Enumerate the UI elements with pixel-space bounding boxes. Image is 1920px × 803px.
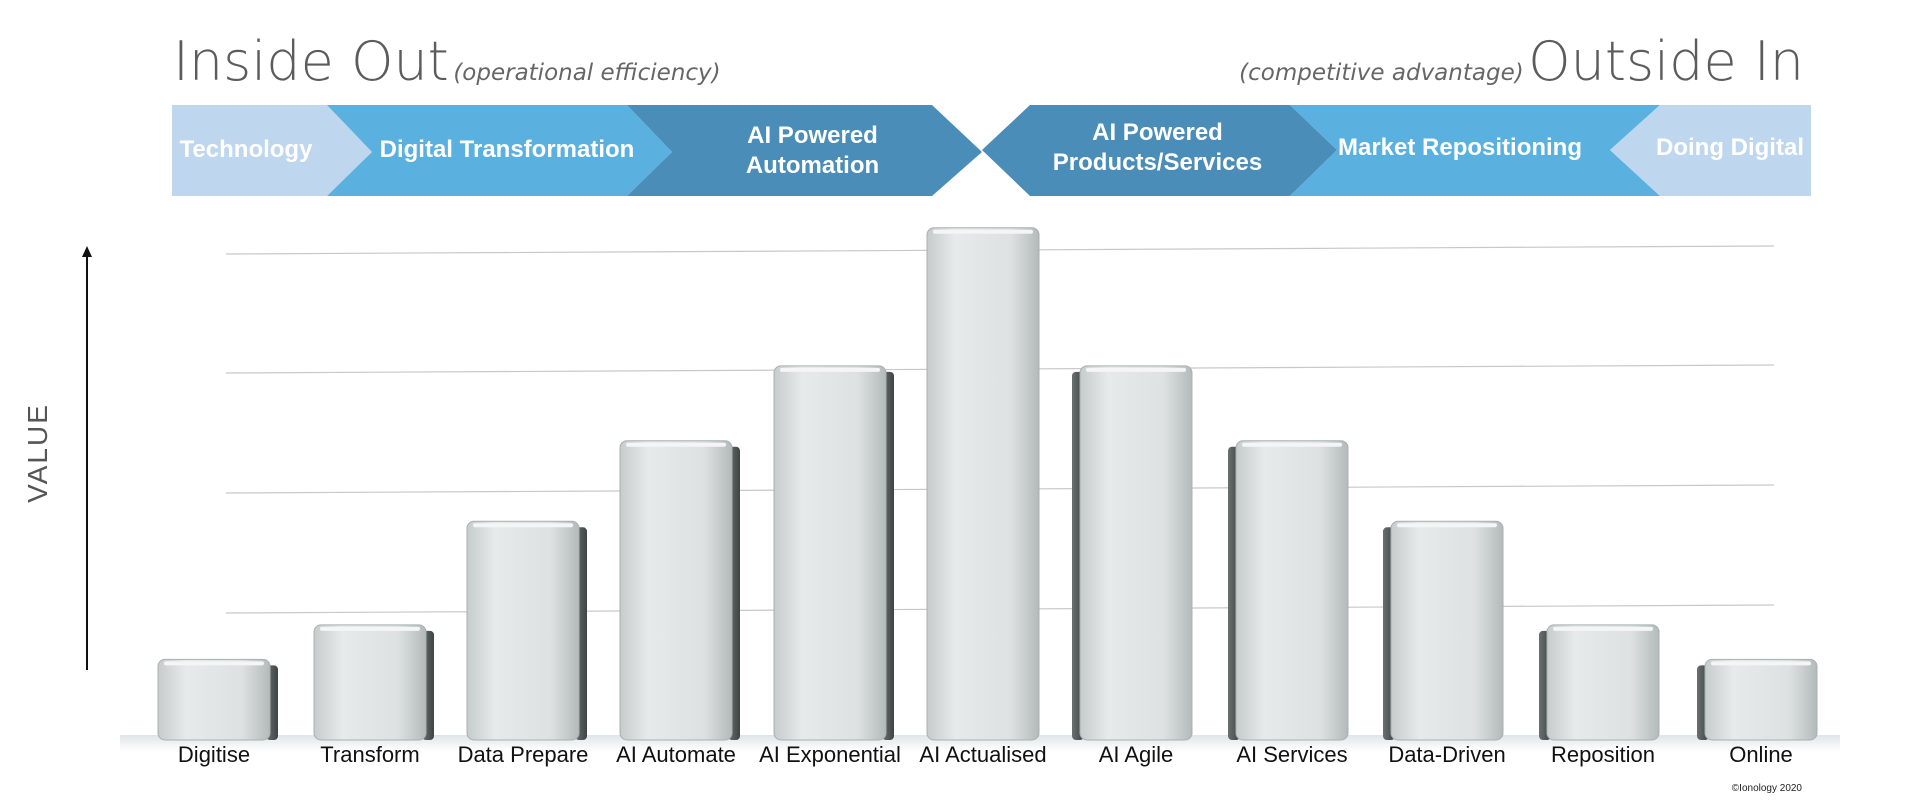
banner-label-doing-digital: Doing Digital: [1656, 134, 1804, 161]
category-label: AI Services: [1236, 742, 1348, 767]
outside-in-title: (competitive advantage) Outside In: [1239, 30, 1804, 93]
bar-top-highlight: [626, 442, 726, 447]
bar-top-highlight: [933, 229, 1033, 234]
category-label: AI Automate: [616, 742, 736, 767]
bar: [1697, 658, 1818, 741]
bar-ai-actualised: [926, 227, 1040, 741]
left-title: Inside Out: [173, 30, 449, 93]
bar-top-highlight: [1242, 442, 1342, 447]
bar: [773, 365, 894, 741]
right-title: Outside In: [1528, 30, 1804, 93]
category-label: AI Agile: [1098, 742, 1174, 767]
category-label: AI Exponential: [759, 742, 901, 767]
bar-data-prepare: [466, 520, 580, 741]
category-label: Online: [1729, 742, 1793, 767]
banner-label-ai-products: AI Powered Products/Services: [1052, 119, 1263, 176]
banner-label-market-repositioning: Market Repositioning: [1337, 134, 1583, 161]
bar-top-highlight: [1553, 626, 1653, 631]
bar-reposition: [1546, 624, 1660, 741]
y-axis-label: VALUE: [22, 403, 53, 503]
inside-out-title: Inside Out (operational efficiency): [173, 30, 721, 93]
banner-label-ai-automation: AI Powered Automation: [745, 122, 880, 179]
right-subtitle: (competitive advantage): [1239, 60, 1524, 86]
bar: [157, 658, 278, 741]
bar: [926, 227, 1040, 741]
bar-data-driven: [1390, 520, 1504, 741]
category-label: Reposition: [1551, 742, 1655, 767]
bar-ai-services: [1235, 440, 1349, 741]
bar-top-highlight: [1397, 523, 1497, 528]
banner-label-technology: Technology: [179, 136, 313, 163]
category-label: Transform: [320, 742, 420, 767]
bar-top-highlight: [320, 626, 420, 631]
bar-top-highlight: [1711, 661, 1811, 666]
bar: [466, 520, 587, 741]
bar-top-highlight: [164, 661, 264, 666]
bar-ai-automate: [619, 440, 733, 741]
category-label: Data-Driven: [1388, 742, 1506, 767]
category-label: AI Actualised: [919, 742, 1047, 767]
bar-top-highlight: [473, 523, 573, 528]
bar: [1383, 520, 1504, 741]
bar: [313, 624, 434, 741]
bar: [1539, 624, 1660, 741]
bar: [619, 440, 740, 741]
value-axis-arrowhead: [82, 246, 92, 257]
bar: [1072, 365, 1193, 741]
category-label: Digitise: [177, 742, 251, 767]
bar-top-highlight: [780, 367, 880, 372]
copyright-text: ©Ionology 2020: [1731, 783, 1802, 794]
bar-transform: [313, 624, 427, 741]
bar-digitise: [157, 658, 271, 741]
bar: [1228, 440, 1349, 741]
left-subtitle: (operational efficiency): [453, 60, 721, 86]
bar-ai-agile: [1079, 365, 1193, 741]
bar-ai-exponential: [773, 365, 887, 741]
bar-online: [1704, 658, 1818, 741]
category-label: Data Prepare: [457, 742, 589, 767]
banner-label-digital-transformation: Digital Transformation: [379, 136, 635, 163]
bar-top-highlight: [1086, 367, 1186, 372]
bars: [157, 227, 1818, 741]
